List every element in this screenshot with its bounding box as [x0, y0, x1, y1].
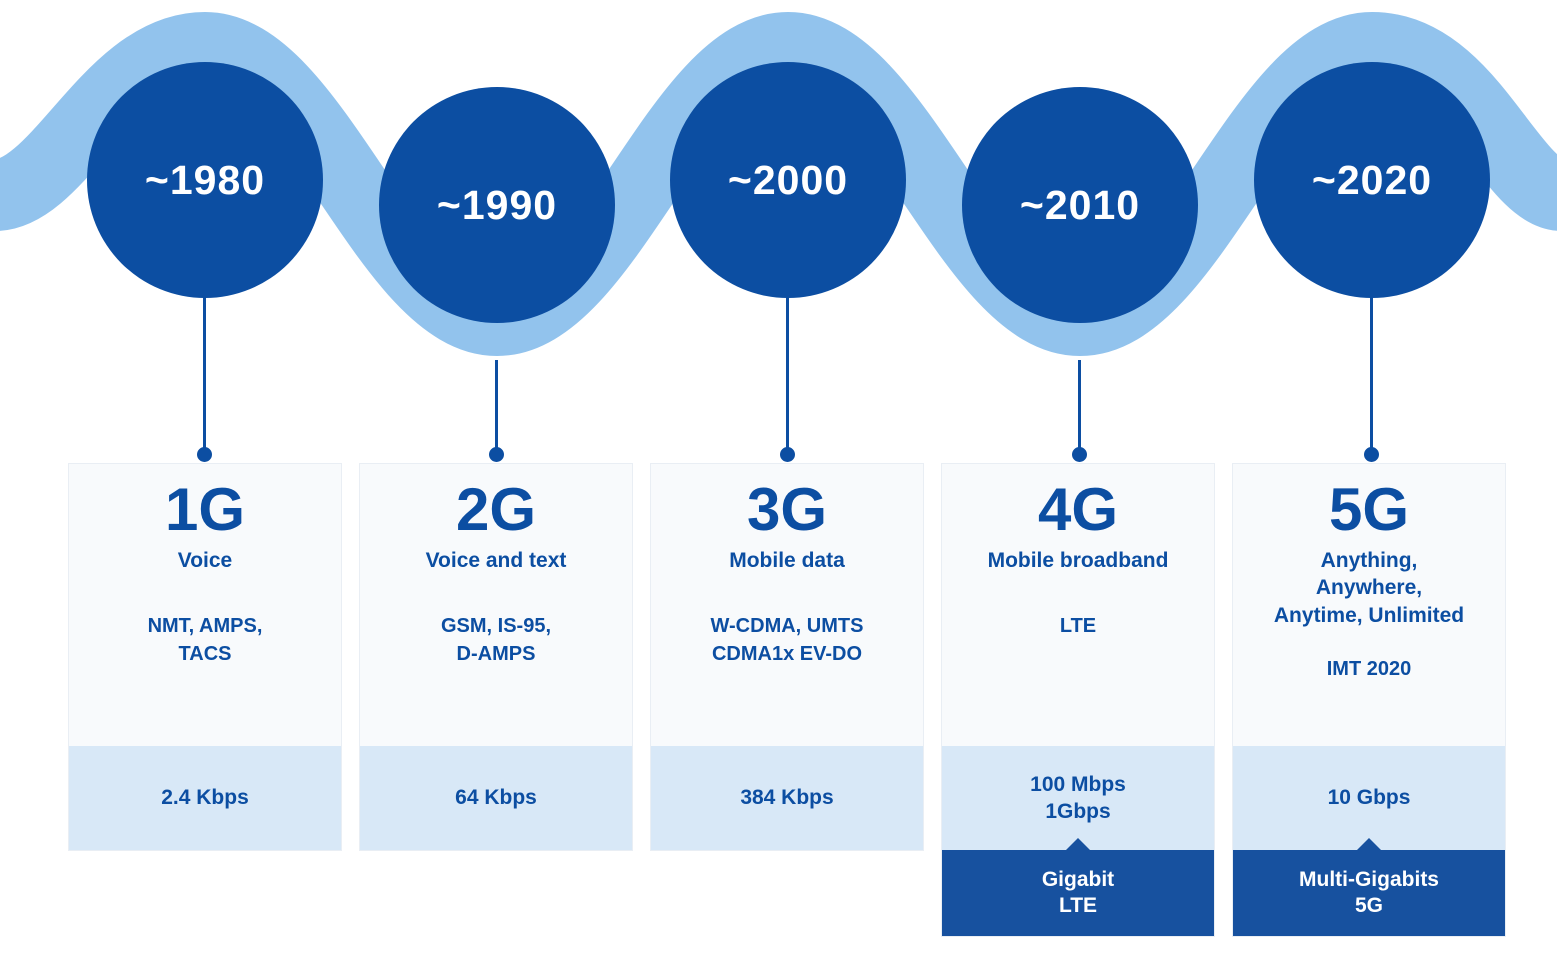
- connector-dot-1g: [197, 447, 212, 462]
- generation-technologies: IMT 2020: [1326, 657, 1412, 680]
- milestone-year-2000: ~2000: [727, 156, 849, 203]
- card-2g: 2G Voice and text GSM, IS-95, D-AMPS 64 …: [359, 463, 633, 851]
- generation-technologies: W-CDMA, UMTS CDMA1x EV-DO: [710, 615, 864, 666]
- generation-cards: 1G Voice NMT, AMPS, TACS 2.4 Kbps 2G Voi…: [68, 463, 1506, 937]
- peak-speed-badge: Gigabit LTE: [942, 838, 1214, 936]
- connector-line-4g: [1078, 360, 1081, 449]
- connector-dot-2g: [489, 447, 504, 462]
- milestone-circle-1990: ~1990: [379, 87, 615, 323]
- milestone-year-2020: ~2020: [1311, 156, 1433, 203]
- connector-line-1g: [203, 296, 206, 449]
- notch-up-icon: [1065, 838, 1091, 851]
- speed-badge: 64 Kbps: [360, 746, 632, 850]
- peak-speed-badge: Multi-Gigabits 5G: [1233, 838, 1505, 936]
- generation-title: 2G: [455, 476, 537, 543]
- generation-subtitle: Voice and text: [425, 549, 567, 572]
- generation-title: 5G: [1328, 476, 1410, 543]
- generation-technologies: GSM, IS-95, D-AMPS: [440, 615, 552, 666]
- generation-title: 1G: [164, 476, 246, 543]
- generation-title: 4G: [1037, 476, 1119, 543]
- generation-technologies: NMT, AMPS, TACS: [147, 615, 263, 666]
- connector-dot-4g: [1072, 447, 1087, 462]
- milestone-circle-2010: ~2010: [962, 87, 1198, 323]
- milestone-year-1980: ~1980: [144, 156, 266, 203]
- timeline-wave-path: [0, 11, 1557, 357]
- card-3g: 3G Mobile data W-CDMA, UMTS CDMA1x EV-DO…: [650, 463, 924, 851]
- card-1g-body: 1G Voice NMT, AMPS, TACS: [69, 464, 341, 746]
- peak-speed-label: Gigabit LTE: [1041, 867, 1115, 917]
- milestone-circle-1980: ~1980: [87, 62, 323, 298]
- notch-up-icon: [1356, 838, 1382, 851]
- generation-subtitle: Voice: [177, 549, 233, 572]
- card-3g-body: 3G Mobile data W-CDMA, UMTS CDMA1x EV-DO: [651, 464, 923, 746]
- generation-technologies: LTE: [1059, 615, 1097, 638]
- speed-badge: 384 Kbps: [651, 746, 923, 850]
- card-5g-body: 5G Anything, Anywhere, Anytime, Unlimite…: [1233, 464, 1505, 746]
- milestone-circle-2000: ~2000: [670, 62, 906, 298]
- generation-subtitle: Mobile data: [729, 549, 845, 572]
- connector-line-3g: [786, 296, 789, 449]
- connector-dot-3g: [780, 447, 795, 462]
- connector-dot-5g: [1364, 447, 1379, 462]
- connector-line-2g: [495, 360, 498, 449]
- card-1g: 1G Voice NMT, AMPS, TACS 2.4 Kbps: [68, 463, 342, 851]
- generation-title: 3G: [746, 476, 828, 543]
- card-5g: 5G Anything, Anywhere, Anytime, Unlimite…: [1232, 463, 1506, 937]
- speed-badge: 2.4 Kbps: [69, 746, 341, 850]
- speed-badge: 100 Mbps 1Gbps: [942, 746, 1214, 850]
- peak-speed-label: Multi-Gigabits 5G: [1299, 867, 1439, 917]
- timeline-wave: [0, 11, 1557, 357]
- card-2g-body: 2G Voice and text GSM, IS-95, D-AMPS: [360, 464, 632, 746]
- milestone-year-1990: ~1990: [436, 181, 558, 228]
- generation-subtitle: Anything, Anywhere, Anytime, Unlimited: [1273, 549, 1465, 627]
- card-4g: 4G Mobile broadband LTE 100 Mbps 1Gbps G…: [941, 463, 1215, 937]
- generation-subtitle: Mobile broadband: [987, 549, 1169, 572]
- card-4g-body: 4G Mobile broadband LTE: [942, 464, 1214, 746]
- milestone-circle-2020: ~2020: [1254, 62, 1490, 298]
- connector-line-5g: [1370, 296, 1373, 449]
- milestone-year-2010: ~2010: [1019, 181, 1141, 228]
- speed-badge: 10 Gbps: [1233, 746, 1505, 850]
